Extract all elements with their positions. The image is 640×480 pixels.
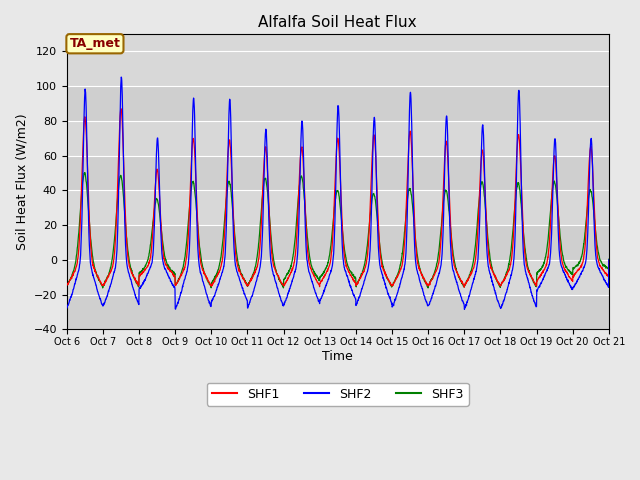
SHF3 bbox=[424, 285, 432, 291]
SHF1 bbox=[63, 282, 70, 288]
SHF2 bbox=[214, 281, 222, 287]
SHF1 bbox=[214, 270, 222, 276]
SHF3 bbox=[605, 256, 612, 262]
SHF1 bbox=[573, 269, 580, 275]
SHF2 bbox=[117, 74, 125, 80]
Bar bbox=[67, 225, 609, 260]
Line: SHF1: SHF1 bbox=[67, 108, 609, 287]
SHF3 bbox=[496, 282, 504, 288]
SHF1 bbox=[605, 258, 612, 264]
SHF2 bbox=[365, 258, 373, 264]
SHF2 bbox=[496, 303, 504, 309]
SHF2 bbox=[354, 299, 362, 304]
SHF3 bbox=[557, 243, 565, 249]
SHF3 bbox=[573, 264, 580, 269]
SHF1 bbox=[557, 254, 565, 260]
SHF3 bbox=[365, 223, 373, 228]
SHF1 bbox=[460, 284, 468, 290]
SHF2 bbox=[605, 257, 612, 263]
SHF1 bbox=[117, 106, 125, 111]
Text: TA_met: TA_met bbox=[70, 37, 120, 50]
Legend: SHF1, SHF2, SHF3: SHF1, SHF2, SHF3 bbox=[207, 383, 469, 406]
X-axis label: Time: Time bbox=[323, 350, 353, 363]
Bar bbox=[67, 156, 609, 191]
Bar bbox=[67, 86, 609, 121]
SHF1 bbox=[496, 282, 504, 288]
SHF2 bbox=[461, 306, 468, 312]
Y-axis label: Soil Heat Flux (W/m2): Soil Heat Flux (W/m2) bbox=[15, 113, 28, 250]
SHF3 bbox=[81, 169, 89, 175]
SHF3 bbox=[63, 283, 70, 288]
SHF3 bbox=[214, 267, 222, 273]
SHF1 bbox=[354, 279, 362, 285]
Line: SHF2: SHF2 bbox=[67, 77, 609, 309]
SHF2 bbox=[557, 263, 565, 269]
Title: Alfalfa Soil Heat Flux: Alfalfa Soil Heat Flux bbox=[259, 15, 417, 30]
SHF2 bbox=[573, 280, 580, 286]
SHF2 bbox=[63, 305, 70, 311]
SHF1 bbox=[365, 226, 373, 231]
SHF3 bbox=[354, 280, 362, 286]
Line: SHF3: SHF3 bbox=[67, 172, 609, 288]
Bar bbox=[67, 295, 609, 329]
